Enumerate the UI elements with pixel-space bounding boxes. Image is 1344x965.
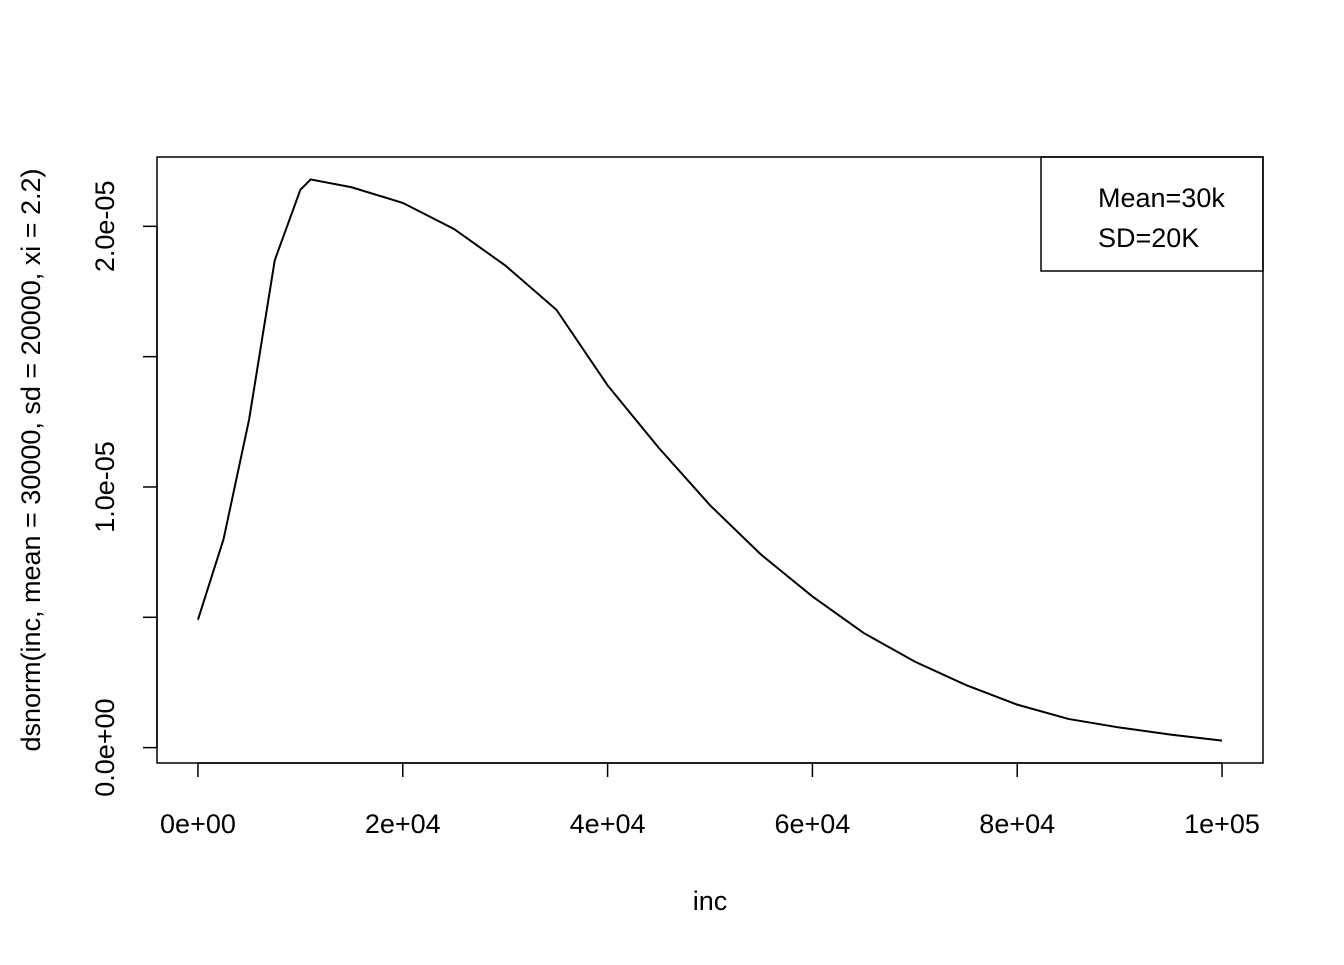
y-tick-label: 2.0e-05 [90, 181, 120, 273]
y-tick-label: 0.0e+00 [90, 698, 120, 796]
x-tick-label: 1e+05 [1184, 809, 1260, 839]
legend-box [1040, 156, 1264, 272]
x-tick-label: 8e+04 [979, 809, 1055, 839]
legend-label: SD=20K [1098, 223, 1199, 253]
y-axis-label: dsnorm(inc, mean = 30000, sd = 20000, xi… [16, 168, 46, 751]
x-tick-label: 0e+00 [160, 809, 236, 839]
x-tick-label: 4e+04 [570, 809, 646, 839]
y-tick-label: 1.0e-05 [90, 441, 120, 533]
legend-label: Mean=30k [1098, 183, 1225, 213]
x-tick-label: 6e+04 [774, 809, 850, 839]
x-axis-label: inc [693, 886, 728, 916]
x-tick-label: 2e+04 [365, 809, 441, 839]
line [197, 178, 1223, 742]
